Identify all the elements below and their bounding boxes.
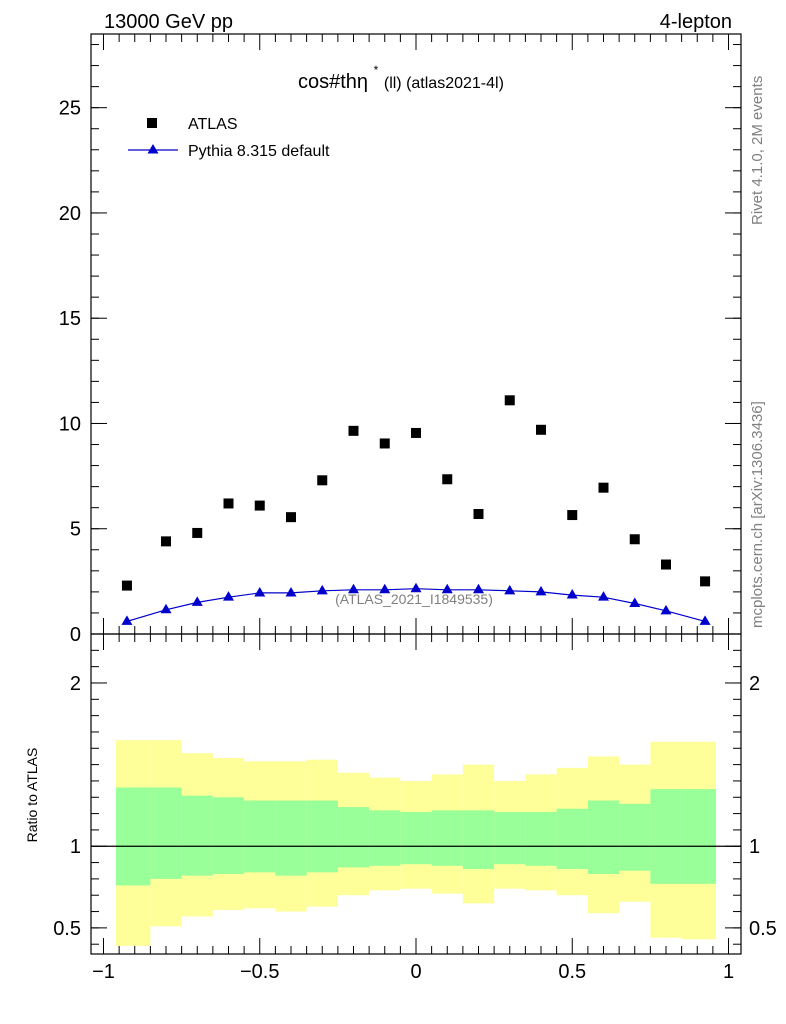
x-tick-label: 0 (410, 961, 421, 983)
ratio-band-inner (619, 803, 651, 871)
atlas-point (411, 427, 421, 438)
main-title-rest: (ll) (atlas2021-4l) (384, 75, 504, 92)
atlas-point (121, 580, 132, 591)
atlas-point (348, 425, 359, 436)
mc-point (660, 604, 672, 615)
main-axes: 0 5 10 15 20 25 (59, 33, 742, 646)
y-tick-label: 20 (59, 203, 81, 225)
mc-point (598, 591, 609, 601)
atlas-point (379, 438, 390, 449)
legend-atlas-marker (147, 118, 157, 128)
ratio-bands (91, 740, 741, 946)
mc-point (348, 583, 359, 594)
ratio-band-inner (494, 811, 526, 865)
atlas-point (536, 424, 546, 435)
atlas-point (661, 559, 671, 570)
atlas-point (254, 500, 265, 511)
mc-point (254, 586, 266, 597)
mc-point (410, 582, 422, 593)
x-tick-label: −0.5 (240, 961, 279, 983)
legend-mc-label: Pythia 8.315 default (188, 143, 330, 160)
x-tick-label: 1 (723, 961, 734, 983)
atlas-point (161, 536, 171, 547)
main-title: cos#thη * (ll) (atlas2021-4l) (298, 57, 504, 93)
ratio-band-inner (525, 811, 557, 866)
x-tick-label: −1 (92, 961, 115, 983)
ratio-band-inner (400, 811, 432, 865)
ratio-band-inner (116, 787, 151, 886)
ratio-band-inner (181, 795, 213, 876)
rivet-label: Rivet 4.1.0, 2M events (749, 76, 766, 225)
y-tick-label: 15 (59, 308, 81, 330)
atlas-point (442, 474, 453, 485)
x-tick-label: 0.5 (558, 961, 586, 983)
ratio-band-inner (462, 810, 495, 870)
main-title-symbol: cos#thη (298, 71, 368, 93)
atlas-point (504, 395, 515, 406)
main-panel: 0 5 10 15 20 25 (ATLAS_2021_I1849535) cos#thη… (59, 33, 742, 646)
atlas-point (567, 510, 578, 521)
y-tick-label: 0.5 (53, 918, 81, 940)
ratio-band-inner (650, 789, 682, 884)
ratio-band-inner (150, 787, 182, 879)
mc-point (379, 583, 391, 594)
ratio-band-inner (275, 800, 307, 876)
atlas-point (598, 482, 609, 493)
atlas-point (700, 576, 711, 587)
ratio-band-inner (431, 810, 463, 866)
mc-point (121, 615, 133, 625)
mc-point (316, 584, 328, 595)
mc-point (629, 597, 641, 607)
ratio-axes: 0.5 0.5 1 1 2 2 −1 −0.5 0 0.5 1 (53, 633, 777, 983)
atlas-point (629, 534, 640, 545)
ratio-ylabel: Ratio to ATLAS (24, 748, 40, 843)
atlas-point (223, 498, 234, 509)
atlas-point (192, 527, 203, 538)
y-tick-label: 1 (70, 836, 81, 858)
ratio-band-inner (337, 807, 370, 868)
mc-point (504, 584, 516, 595)
main-title-sup: * (374, 63, 379, 77)
main-markers (121, 395, 711, 625)
ratio-band-inner (306, 800, 338, 873)
y-tick-label: 0 (70, 624, 81, 646)
legend-atlas-label: ATLAS (188, 116, 238, 133)
ratio-band-inner (244, 800, 276, 873)
main-watermark: (ATLAS_2021_I1849535) (335, 591, 493, 607)
mc-point (535, 585, 547, 596)
y-tick-label-right: 1 (749, 836, 760, 858)
ratio-panel: 0.5 0.5 1 1 2 2 −1 −0.5 0 0.5 1 Ratio to ATLAS (24, 633, 777, 983)
header-energy: 13000 GeV pp (104, 11, 233, 33)
ratio-band-inner (369, 810, 401, 866)
mc-point (566, 589, 578, 599)
ratio-band-inner (212, 797, 245, 874)
legend-mc-marker (147, 144, 159, 154)
atlas-point (473, 509, 484, 519)
mcplots-label: mcplots.cern.ch [arXiv:1306.3436] (749, 401, 766, 628)
y-tick-label-right: 2 (749, 673, 760, 695)
mc-point (191, 596, 203, 606)
mc-point (473, 583, 484, 594)
y-tick-label-right: 0.5 (749, 918, 777, 940)
mc-point (441, 583, 453, 594)
ratio-band-inner (587, 800, 620, 874)
y-tick-label: 25 (59, 98, 81, 120)
ratio-band-inner (556, 808, 588, 870)
atlas-point (317, 475, 328, 486)
mc-point (223, 591, 234, 601)
mc-point (285, 586, 297, 597)
y-tick-label: 2 (70, 673, 81, 695)
ratio-band-inner (681, 789, 716, 884)
header-process: 4-lepton (660, 11, 732, 33)
mc-point (160, 603, 172, 614)
mc-point (699, 615, 711, 625)
atlas-point (286, 512, 296, 523)
y-tick-label: 5 (70, 519, 81, 541)
y-tick-label: 10 (59, 413, 81, 435)
